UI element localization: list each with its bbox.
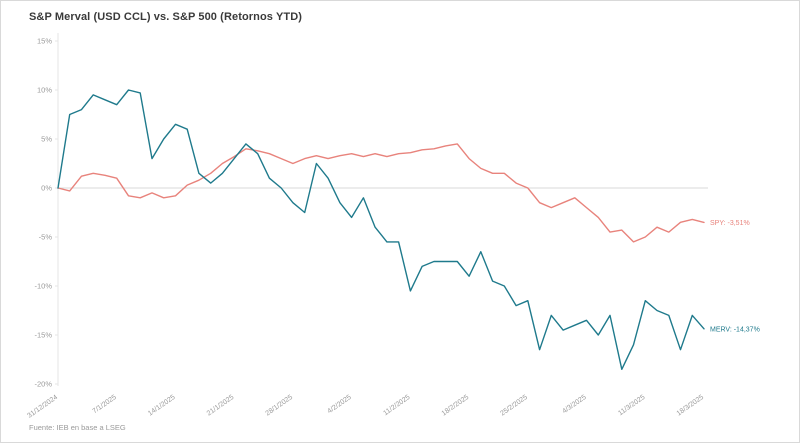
- y-tick-label: 10%: [37, 86, 52, 95]
- x-tick-label: 18/2/2025: [441, 394, 471, 418]
- x-tick-label: 28/1/2025: [265, 394, 295, 418]
- x-tick-label: 21/1/2025: [206, 394, 236, 418]
- x-tick-label: 4/2/2025: [326, 394, 352, 415]
- x-tick-label: 31/12/2024: [26, 394, 59, 420]
- x-tick-label: 11/3/2025: [617, 394, 646, 417]
- x-tick-label: 7/1/2025: [92, 394, 118, 415]
- y-tick-label: -15%: [34, 331, 52, 340]
- chart-title: S&P Merval (USD CCL) vs. S&P 500 (Retorn…: [29, 11, 303, 23]
- y-tick-label: -10%: [34, 282, 52, 291]
- x-tick-label: 14/1/2025: [147, 394, 177, 418]
- x-tick-label: 18/3/2025: [676, 394, 706, 418]
- y-tick-label: -5%: [39, 233, 53, 242]
- y-tick-label: 5%: [41, 135, 52, 144]
- series-end-label-merv: MERV: -14,37%: [710, 326, 760, 333]
- x-tick-label: 25/2/2025: [499, 394, 529, 418]
- series-line-merv: [57, 89, 705, 370]
- y-tick-label: -20%: [34, 380, 52, 389]
- series-line-spy: [57, 143, 705, 243]
- y-tick-label: 0%: [41, 184, 52, 193]
- y-tick-label: 15%: [37, 37, 52, 46]
- series-end-label-spy: SPY: -3,51%: [710, 220, 750, 227]
- x-tick-label: 11/2/2025: [382, 394, 411, 417]
- source-note: Fuente: IEB en base a LSEG: [29, 423, 126, 432]
- x-tick-label: 4/3/2025: [561, 394, 587, 415]
